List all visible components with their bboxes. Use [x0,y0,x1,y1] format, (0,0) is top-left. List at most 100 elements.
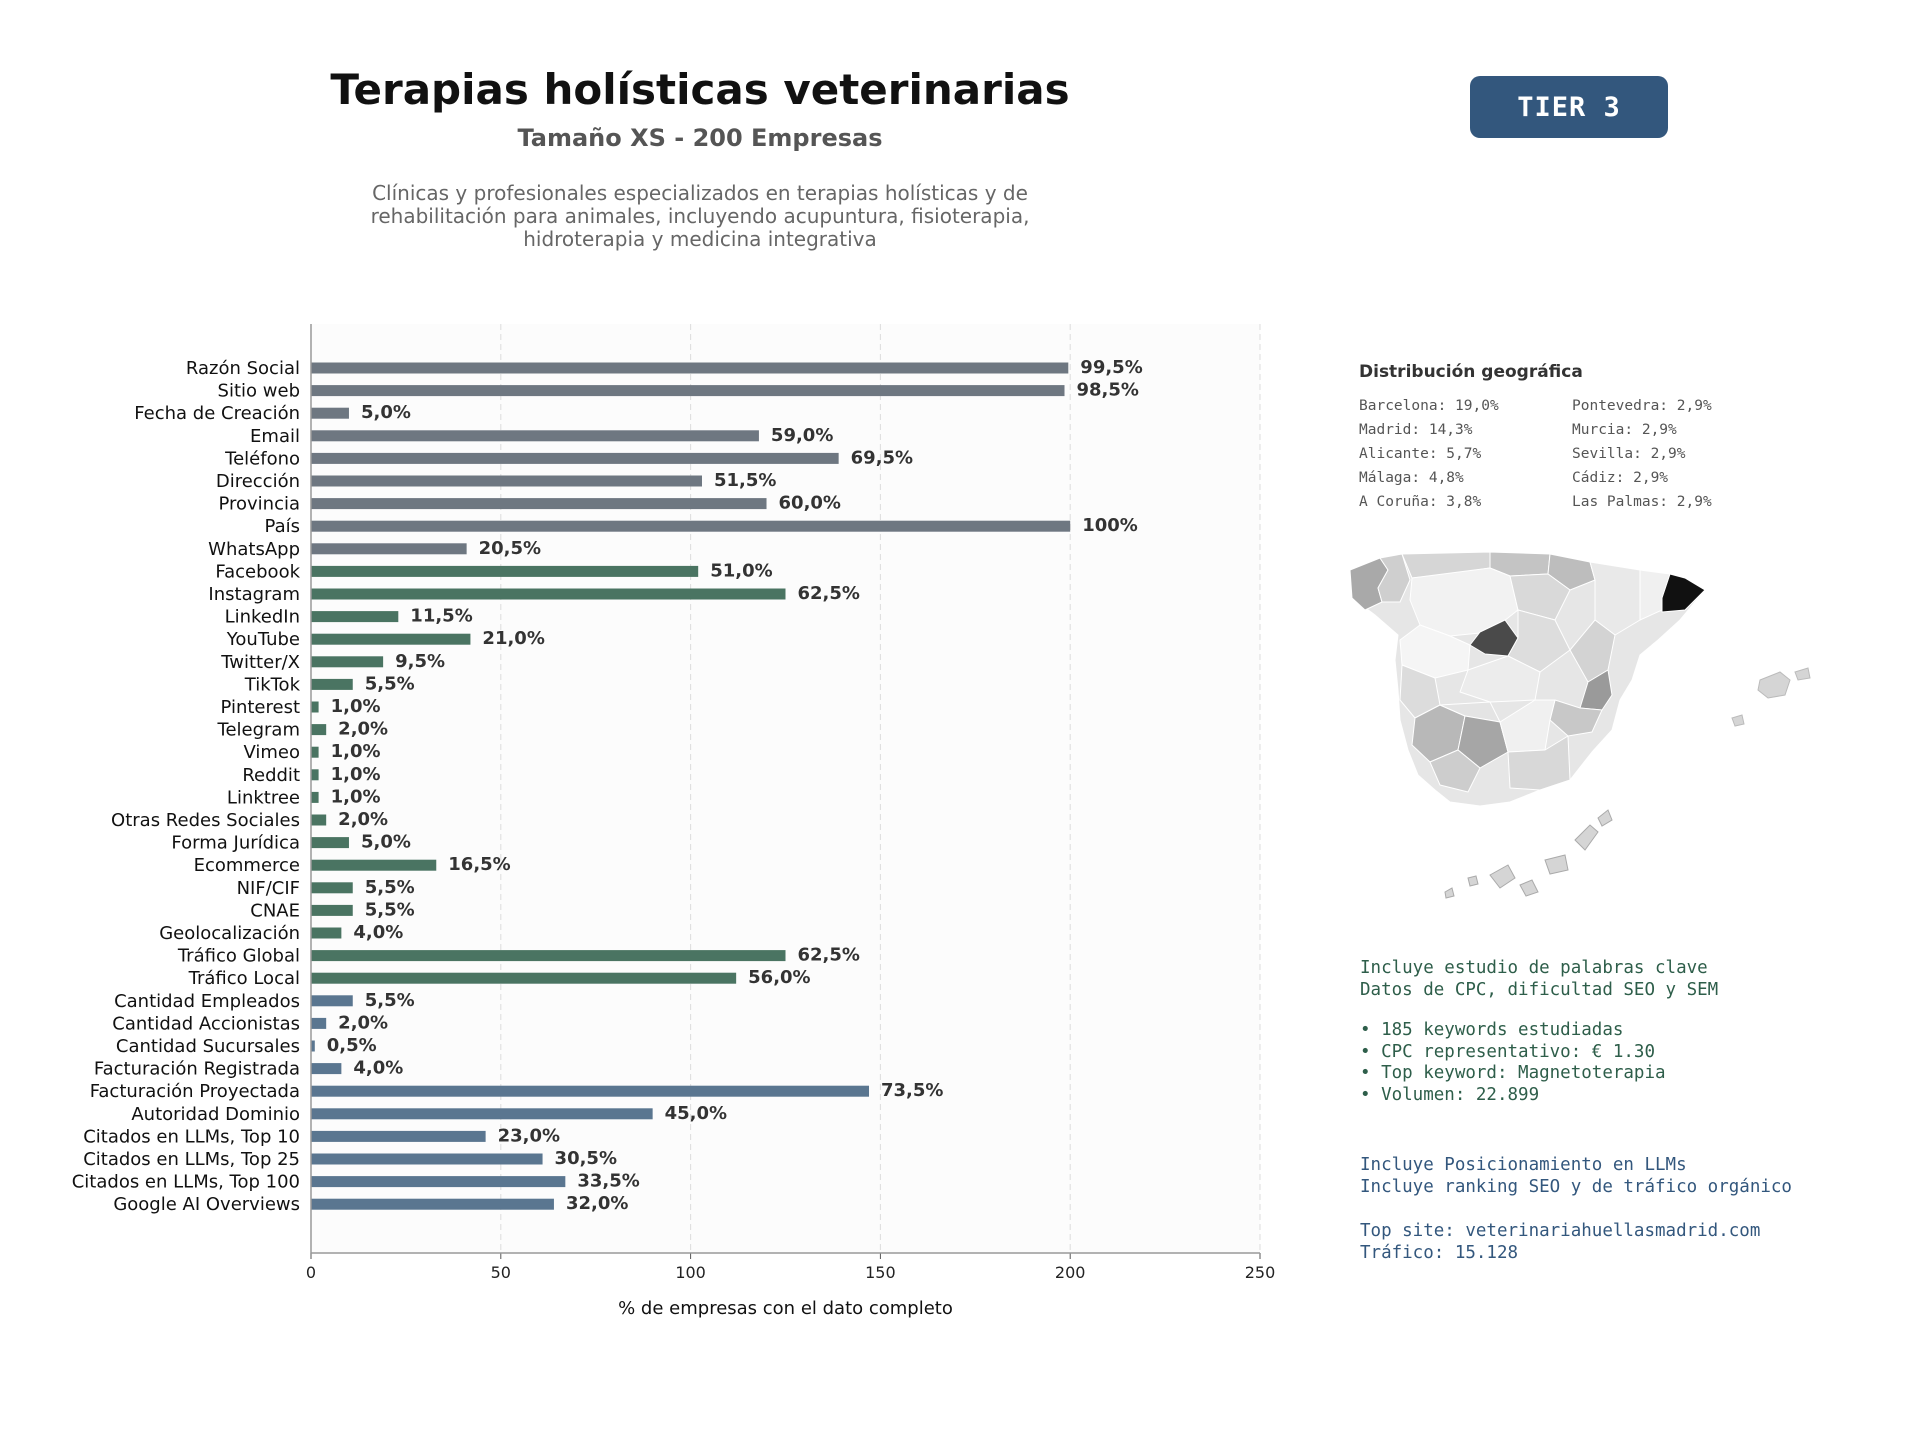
geo-item: Las Palmas: 2,9% [1572,494,1712,510]
value-label: 21,0% [482,628,544,649]
value-label: 0,5% [327,1035,377,1056]
bar [311,927,342,939]
category-label: Facebook [215,561,300,582]
bar [311,1063,342,1075]
category-label: Citados en LLMs, Top 10 [83,1126,300,1147]
geo-item: Sevilla: 2,9% [1572,446,1686,462]
category-label: País [265,516,300,537]
x-tick-label: 50 [491,1263,511,1282]
category-label: Citados en LLMs, Top 25 [83,1149,300,1170]
bar [311,1153,543,1165]
category-label: Otras Redes Sociales [111,810,300,831]
bar [311,724,327,736]
value-label: 5,5% [365,673,415,694]
bar [311,1108,653,1120]
value-label: 4,0% [353,1058,403,1079]
category-label: Pinterest [220,697,300,718]
value-label: 5,5% [365,990,415,1011]
llm-line1: Incluye Posicionamiento en LLMs [1360,1155,1687,1175]
category-label: Cantidad Sucursales [116,1036,300,1057]
category-label: Telegram [217,720,300,741]
geo-item: Barcelona: 19,0% [1359,398,1499,414]
category-label: Reddit [242,765,300,786]
bar [311,1017,327,1029]
value-label: 5,0% [361,402,411,423]
category-label: Email [250,426,300,447]
bar [311,588,786,600]
value-label: 1,0% [331,764,381,785]
x-tick-label: 250 [1245,1263,1276,1282]
category-label: Vimeo [243,742,300,763]
bar-chart: 0 50 100 150 200 250 Razón Social 99,5% Sitio we… [72,324,1276,1319]
bar [311,1198,554,1210]
category-label: Sitio web [218,381,300,402]
geo-item: Málaga: 4,8% [1359,470,1464,486]
geo-item: Murcia: 2,9% [1572,422,1677,438]
page-subtitle: Tamaño XS - 200 Empresas [517,124,883,152]
category-label: TikTok [244,674,301,695]
category-label: Google AI Overviews [113,1194,300,1215]
bar [311,1176,566,1188]
value-label: 62,5% [798,583,860,604]
bar [311,362,1069,374]
value-label: 33,5% [577,1171,639,1192]
category-label: Tráfico Global [177,946,300,967]
keywords-bullet: • CPC representativo: € 1.30 [1360,1041,1656,1062]
value-label: 11,5% [410,606,472,627]
category-label: LinkedIn [225,607,300,628]
bar [311,769,319,781]
category-label: Dirección [216,471,300,492]
category-label: CNAE [250,900,300,921]
bar [311,859,437,871]
category-label: Forma Jurídica [171,833,300,854]
category-label: Geolocalización [159,923,300,944]
category-label: Cantidad Empleados [114,991,300,1012]
bar [311,995,353,1007]
bar [311,814,327,826]
geo-title: Distribución geográfica [1359,362,1583,382]
value-label: 2,0% [338,719,388,740]
category-label: Facturación Registrada [94,1059,300,1080]
geo-item: Pontevedra: 2,9% [1572,398,1712,414]
value-label: 51,5% [714,470,776,491]
value-label: 1,0% [331,786,381,807]
keywords-bullet: • Top keyword: Magnetoterapia [1360,1063,1666,1083]
bar [311,430,759,442]
llm-top-site: Top site: veterinariahuellasmadrid.com [1360,1221,1761,1241]
category-label: YouTube [226,629,300,650]
category-label: Razón Social [186,358,300,379]
value-label: 51,0% [710,560,772,581]
bar [311,385,1065,397]
value-label: 20,5% [479,538,541,559]
value-label: 32,0% [566,1193,628,1214]
value-label: 59,0% [771,425,833,446]
bar [311,1040,315,1052]
keywords-bullet: • Volumen: 22.899 [1360,1084,1540,1105]
bar [311,791,319,803]
bar [311,904,353,916]
category-label: WhatsApp [208,539,300,560]
bar [311,565,699,577]
category-label: Ecommerce [194,855,300,876]
value-label: 16,5% [448,854,510,875]
bar [311,972,737,984]
bar [311,950,786,962]
value-label: 9,5% [395,651,445,672]
x-tick-label: 150 [865,1263,896,1282]
bar [311,543,467,555]
value-label: 4,0% [353,922,403,943]
value-label: 69,5% [851,447,913,468]
bar [311,633,471,645]
category-label: Provincia [218,494,300,515]
geo-item: Alicante: 5,7% [1359,446,1482,462]
bar [311,837,349,849]
value-label: 5,5% [365,877,415,898]
value-label: 45,0% [665,1103,727,1124]
value-label: 1,0% [331,741,381,762]
bar [311,678,353,690]
category-label: Linktree [227,787,300,808]
category-label: NIF/CIF [237,878,300,899]
header: Terapias holísticas veterinarias Tamaño … [290,60,1110,251]
value-label: 2,0% [338,809,388,830]
bar [311,701,319,713]
